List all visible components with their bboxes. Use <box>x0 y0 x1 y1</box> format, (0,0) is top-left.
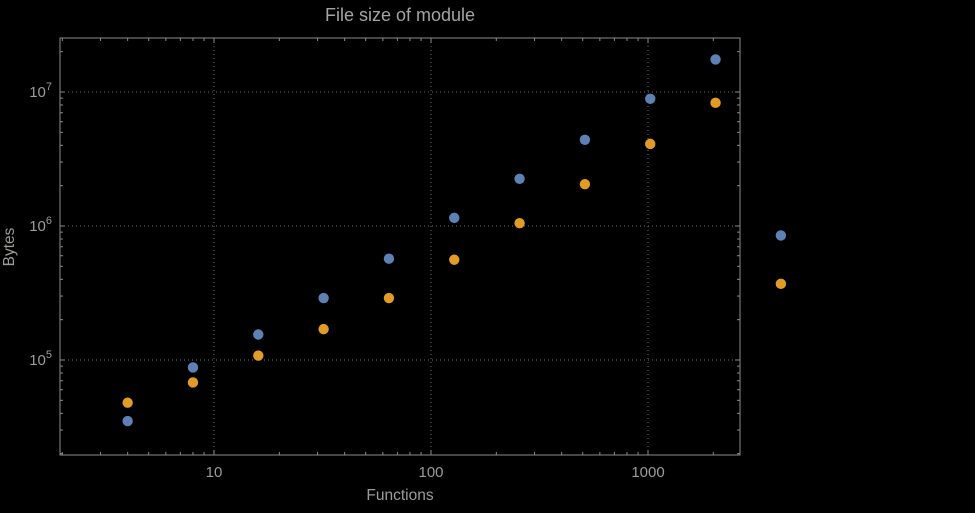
y-tick-label: 106 <box>29 215 52 235</box>
data-point-series-1-blue <box>514 173 525 185</box>
data-point-series-1-blue <box>318 292 329 304</box>
data-point-series-2-orange <box>187 377 199 388</box>
plot-frame <box>59 37 741 456</box>
x-tick-label: 10 <box>206 464 223 481</box>
data-point-series-1-blue <box>187 362 199 373</box>
data-point-series-2-orange <box>514 217 525 229</box>
x-tick-label: 100 <box>418 464 443 481</box>
data-point-series-2-orange <box>122 397 133 408</box>
data-point-series-2-orange <box>645 138 656 150</box>
data-point-series-1-blue <box>253 329 264 340</box>
data-point-series-1-blue <box>710 54 721 65</box>
data-point-series-2-orange <box>383 292 395 304</box>
data-point-series-2-orange <box>775 278 787 290</box>
y-axis-label: Bytes <box>1 227 18 267</box>
x-tick-label: 1000 <box>631 464 664 481</box>
data-point-series-1-blue <box>383 253 395 264</box>
data-point-series-2-orange <box>318 323 329 335</box>
data-point-series-1-blue <box>579 134 591 145</box>
data-point-series-2-orange <box>253 350 264 361</box>
chart-title: File size of module <box>324 5 476 25</box>
data-point-series-1-blue <box>449 212 460 224</box>
y-tick-label: 105 <box>29 349 52 369</box>
data-point-series-1-blue <box>775 230 787 241</box>
x-axis-label: Functions <box>366 487 434 504</box>
data-point-series-1-blue <box>122 415 133 427</box>
y-tick-label: 107 <box>29 81 52 101</box>
data-point-series-1-blue <box>645 93 656 104</box>
data-point-series-2-orange <box>579 179 591 190</box>
data-point-series-2-orange <box>710 97 721 109</box>
data-point-series-2-orange <box>449 254 460 265</box>
